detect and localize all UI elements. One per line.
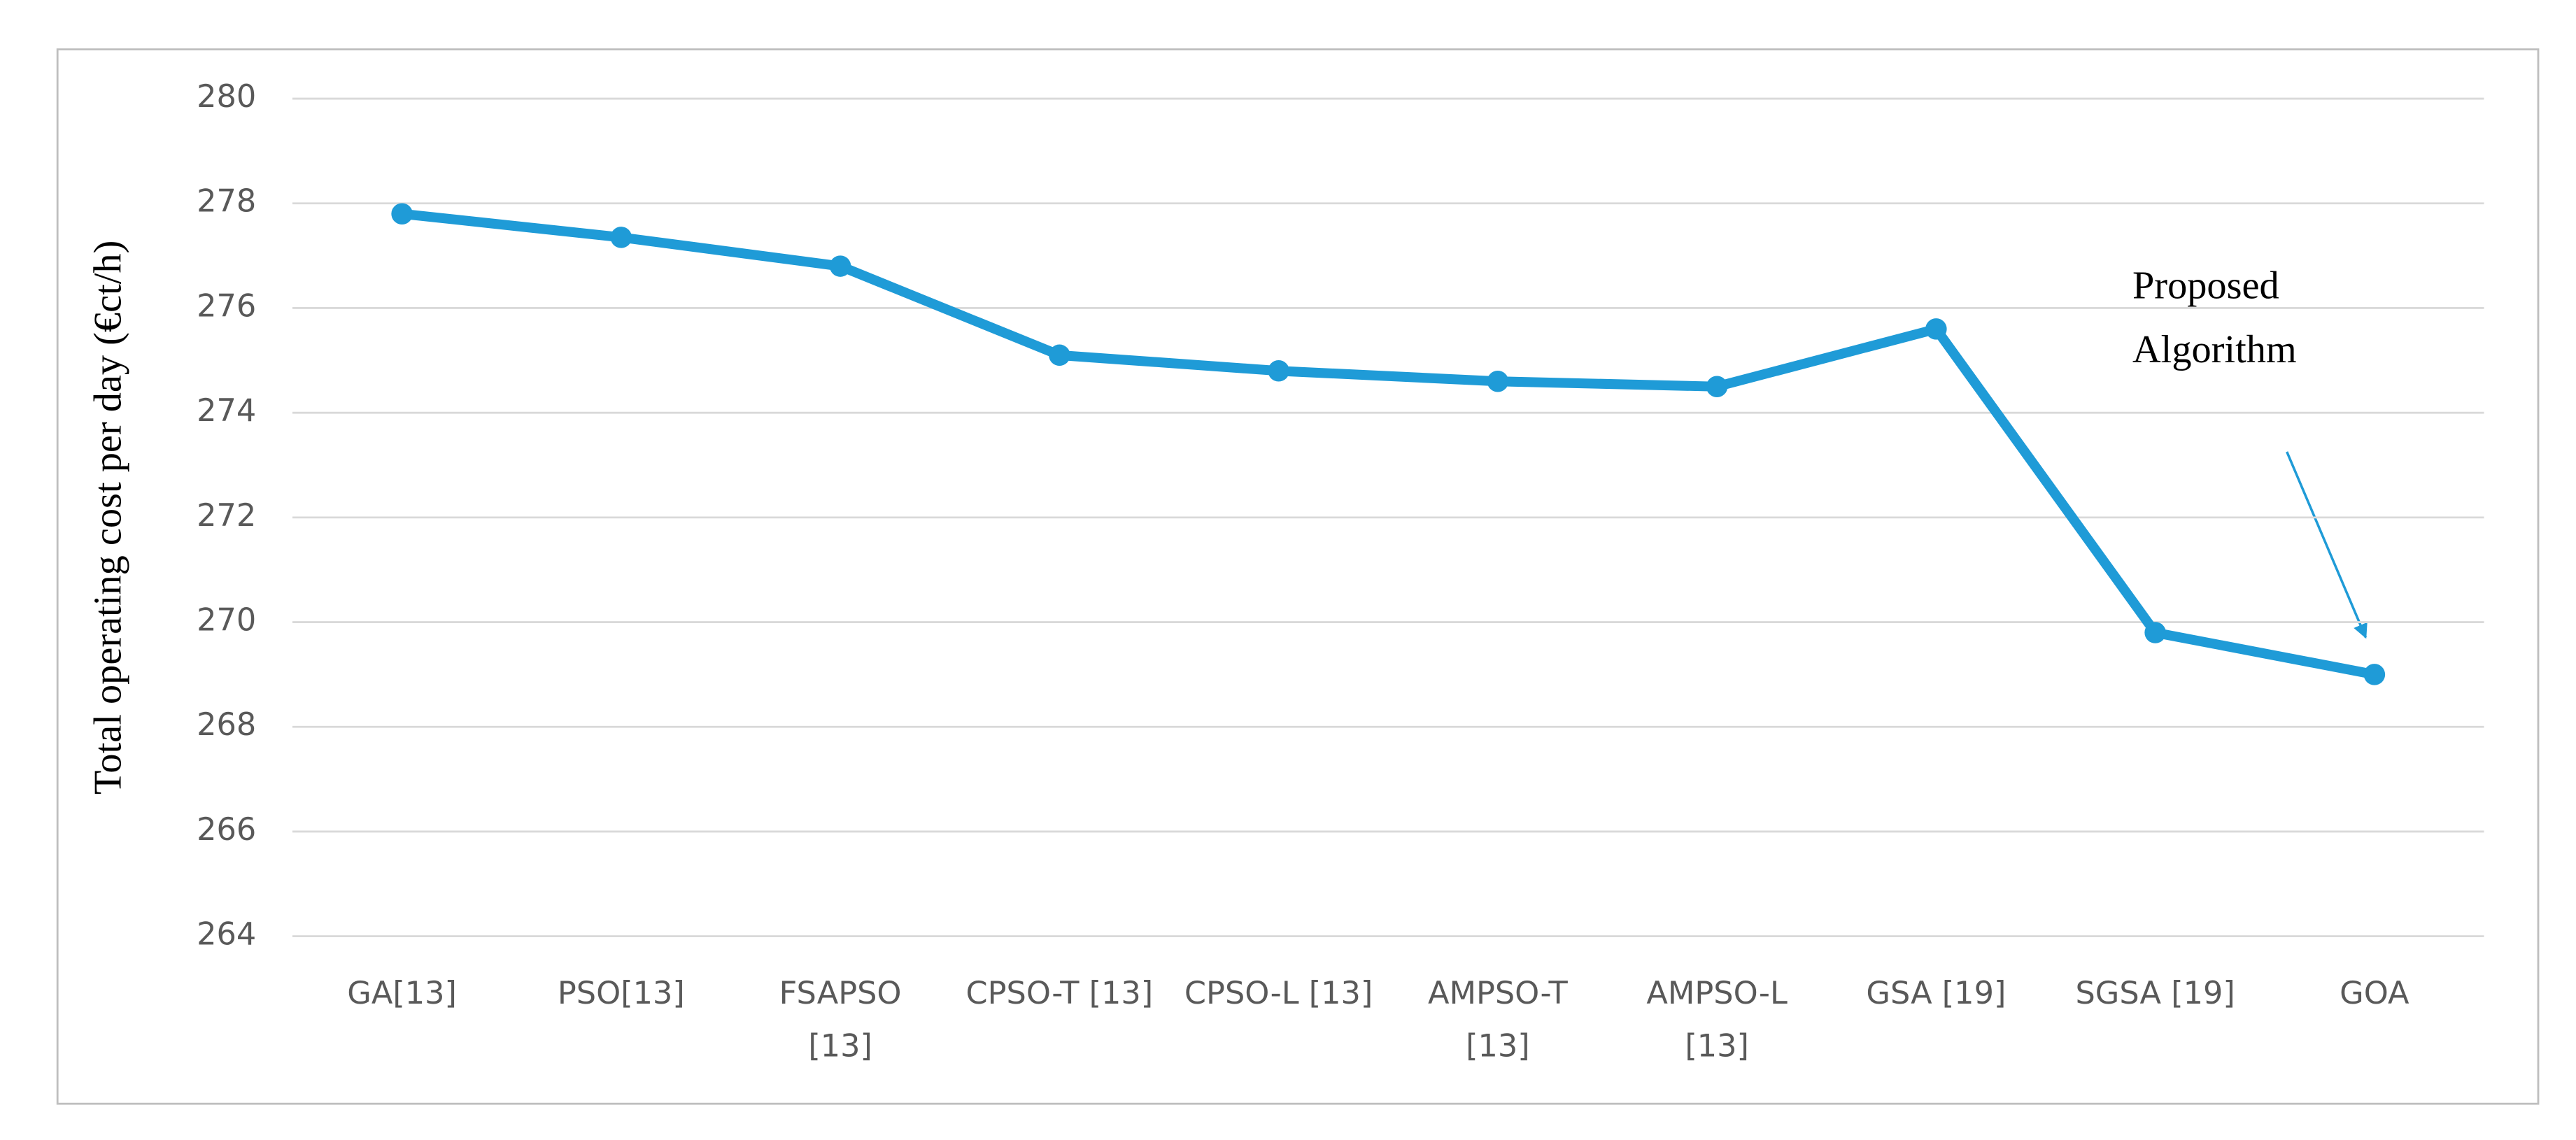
marker <box>1487 370 1509 392</box>
y-tick-label: 266 <box>197 811 256 848</box>
line <box>401 208 2376 680</box>
x-tick-label: [13] <box>808 1027 872 1064</box>
x-tick-label: GA[13] <box>347 975 457 1011</box>
marker <box>1925 318 1947 340</box>
x-tick-label: FSAPSO <box>779 975 902 1011</box>
y-tick-label: 272 <box>197 497 256 534</box>
y-tick-label: 264 <box>197 916 256 953</box>
y-tick-label: 268 <box>197 706 256 743</box>
x-tick-label: CPSO-T [13] <box>965 975 1153 1011</box>
marker <box>829 255 851 277</box>
x-tick-label: GSA [19] <box>1866 975 2006 1011</box>
x-tick-label: AMPSO-T <box>1428 975 1569 1011</box>
y-axis-title: Total operating cost per day (€ct/h) <box>87 241 130 795</box>
x-tick-label: GOA <box>2340 975 2409 1011</box>
x-tick-label: [13] <box>1685 1027 1749 1064</box>
marker <box>1049 344 1070 366</box>
marker <box>610 227 632 248</box>
y-tick-label: 278 <box>197 183 256 220</box>
chart-border <box>56 48 2540 1105</box>
annotation-arrow <box>2286 451 2368 639</box>
marker <box>2363 664 2386 685</box>
annotation: Algorithm <box>2132 328 2297 371</box>
x-tick-label: CPSO-L [13] <box>1184 975 1373 1011</box>
y-tick-label: 276 <box>197 287 256 324</box>
marker <box>391 203 413 225</box>
marker <box>2144 622 2166 643</box>
annotation: Proposed <box>2132 264 2279 307</box>
x-tick-label: AMPSO-L <box>1646 975 1788 1011</box>
y-tick-label: 270 <box>197 602 256 639</box>
x-tick-label: [13] <box>1466 1027 1530 1064</box>
x-tick-label: PSO[13] <box>558 975 685 1011</box>
marker <box>1706 376 1728 397</box>
y-tick-label: 274 <box>197 392 256 429</box>
marker <box>1268 360 1289 382</box>
y-tick-label: 280 <box>197 78 256 115</box>
x-tick-label: SGSA [19] <box>2075 975 2235 1011</box>
